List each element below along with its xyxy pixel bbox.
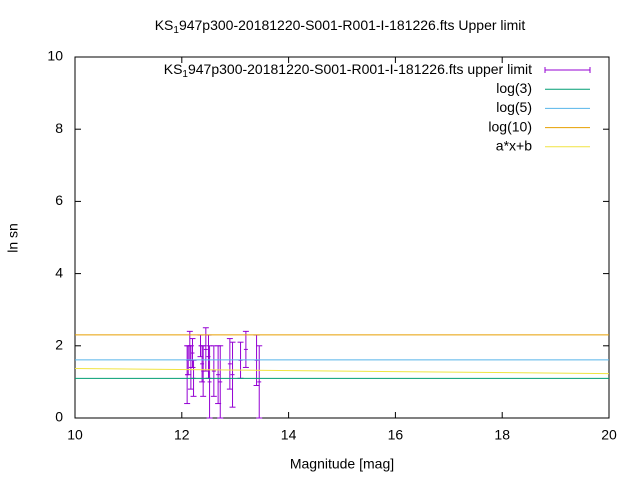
x-tick-label: 18 xyxy=(494,427,510,443)
error-bar xyxy=(242,330,249,368)
y-tick-label: 8 xyxy=(55,120,63,136)
error-bar xyxy=(229,341,236,408)
error-bar xyxy=(217,345,224,419)
chart-title: KS1947p300-20181220-S001-R001-I-181226.f… xyxy=(155,17,526,36)
error-bar xyxy=(256,345,263,419)
y-tick-label: 4 xyxy=(55,264,63,280)
legend-label: log(3) xyxy=(496,80,532,96)
error-bar xyxy=(206,345,213,419)
legend-label: log(5) xyxy=(496,99,532,115)
x-tick-label: 14 xyxy=(281,427,297,443)
y-axis-label: ln sn xyxy=(5,223,21,253)
legend-label: log(10) xyxy=(488,118,532,134)
subscript: 1 xyxy=(182,69,188,80)
x-tick-label: 12 xyxy=(174,427,190,443)
text-part: KS xyxy=(164,61,183,77)
x-tick-label: 20 xyxy=(601,427,617,443)
series-line xyxy=(74,368,610,375)
legend-label: KS1947p300-20181220-S001-R001-I-181226.f… xyxy=(164,61,532,80)
legend-label: a*x+b xyxy=(496,138,532,154)
text-part: 947p300-20181220-S001-R001-I-181226.fts … xyxy=(179,17,525,33)
y-tick-label: 0 xyxy=(55,409,63,425)
x-axis-label: Magnitude [mag] xyxy=(290,456,394,472)
x-tick-label: 10 xyxy=(67,427,83,443)
text-part: 947p300-20181220-S001-R001-I-181226.fts … xyxy=(188,61,532,77)
y-tick-label: 6 xyxy=(55,192,63,208)
plot-border xyxy=(74,56,610,419)
y-tick-label: 2 xyxy=(55,337,63,353)
text-part: KS xyxy=(155,17,174,33)
error-bar xyxy=(189,338,196,368)
y-tick-label: 10 xyxy=(47,48,63,64)
subscript: 1 xyxy=(173,25,179,36)
error-bar xyxy=(226,338,233,390)
x-tick-label: 16 xyxy=(388,427,404,443)
